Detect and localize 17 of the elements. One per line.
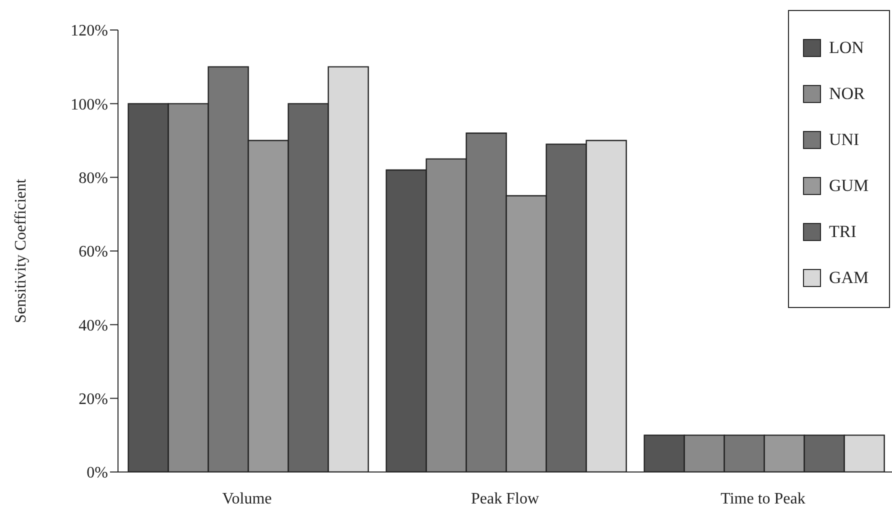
legend-label: LON: [829, 38, 864, 58]
legend-label: NOR: [829, 84, 865, 104]
x-tick-label: Time to Peak: [720, 490, 806, 508]
x-tick-label: Volume: [222, 490, 272, 508]
y-axis-title: Sensitivity Coefficient: [12, 178, 30, 324]
y-tick-label: 80%: [78, 170, 108, 188]
legend-label: GAM: [829, 268, 869, 288]
y-tick-label: 20%: [78, 391, 108, 408]
y-tick-label: 0%: [86, 464, 108, 482]
y-tick-label: 40%: [78, 317, 108, 334]
y-tick-label: 60%: [78, 244, 108, 261]
legend-label: TRI: [829, 222, 856, 242]
y-tick-label: 120%: [70, 22, 108, 40]
y-tick-label: 100%: [70, 96, 108, 114]
legend-label: UNI: [829, 130, 860, 150]
x-tick-label: Peak Flow: [471, 490, 540, 508]
legend-label: GUM: [829, 176, 869, 196]
